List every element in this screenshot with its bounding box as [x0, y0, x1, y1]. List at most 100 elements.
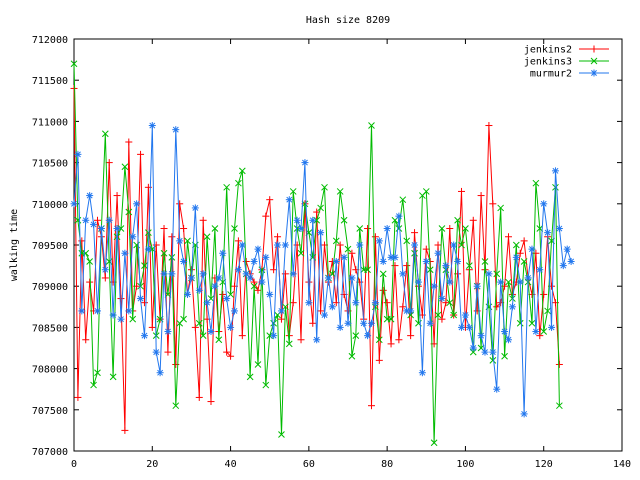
data-point-murmur2 — [340, 253, 348, 261]
data-point-murmur2 — [477, 332, 485, 340]
data-point-murmur2 — [458, 323, 466, 331]
legend-marker-jenkins3 — [590, 57, 598, 65]
data-point-jenkins2 — [254, 286, 262, 294]
data-point-murmur2 — [125, 307, 133, 315]
data-point-jenkins2 — [74, 393, 82, 401]
data-point-murmur2 — [297, 225, 305, 233]
data-point-murmur2 — [301, 159, 309, 167]
data-point-jenkins3 — [450, 311, 458, 319]
data-point-murmur2 — [266, 290, 274, 298]
data-point-murmur2 — [195, 286, 203, 294]
data-point-murmur2 — [344, 319, 352, 327]
data-point-murmur2 — [82, 216, 90, 224]
data-point-jenkins2 — [309, 319, 317, 327]
data-point-jenkins2 — [364, 225, 372, 233]
data-point-murmur2 — [156, 369, 164, 377]
data-point-jenkins3 — [203, 233, 211, 241]
data-point-jenkins2 — [277, 315, 285, 323]
data-point-jenkins3 — [94, 369, 101, 377]
data-point-jenkins2 — [281, 270, 289, 278]
data-point-murmur2 — [383, 225, 391, 233]
data-point-murmur2 — [426, 319, 434, 327]
data-point-jenkins2 — [195, 393, 203, 401]
data-point-murmur2 — [352, 299, 360, 307]
data-point-jenkins2 — [199, 216, 207, 224]
data-point-murmur2 — [168, 270, 176, 278]
data-point-murmur2 — [516, 278, 524, 286]
data-point-jenkins3 — [297, 249, 305, 257]
data-point-jenkins2 — [117, 295, 125, 303]
data-point-jenkins3 — [509, 295, 516, 302]
data-point-murmur2 — [207, 328, 215, 336]
data-point-murmur2 — [563, 245, 571, 253]
data-point-murmur2 — [262, 253, 270, 261]
data-point-jenkins2 — [78, 237, 86, 245]
data-point-jenkins2 — [82, 336, 90, 344]
data-point-murmur2 — [501, 328, 509, 336]
data-point-jenkins3 — [141, 262, 148, 269]
data-point-murmur2 — [465, 323, 473, 331]
legend-marker-murmur2 — [590, 69, 598, 77]
data-point-jenkins3 — [340, 216, 348, 224]
data-point-jenkins2 — [395, 336, 403, 344]
data-point-jenkins2 — [536, 332, 544, 340]
data-point-jenkins3 — [199, 332, 207, 339]
data-point-murmur2 — [567, 257, 575, 265]
data-point-jenkins2 — [168, 233, 176, 241]
data-point-murmur2 — [399, 270, 407, 278]
data-point-murmur2 — [489, 348, 497, 356]
data-point-jenkins2 — [540, 290, 548, 298]
data-point-murmur2 — [544, 229, 552, 237]
y-tick-label: 711000 — [32, 117, 68, 128]
data-point-murmur2 — [473, 282, 481, 290]
data-point-murmur2 — [160, 270, 168, 278]
data-point-murmur2 — [356, 241, 364, 249]
series-line-jenkins3 — [73, 63, 560, 443]
x-tick-label: 40 — [225, 459, 237, 470]
data-point-jenkins3 — [285, 340, 293, 348]
data-point-jenkins2 — [504, 233, 512, 241]
data-point-jenkins2 — [160, 225, 168, 233]
x-tick-label: 20 — [146, 459, 158, 470]
data-point-jenkins3 — [368, 122, 375, 129]
data-point-murmur2 — [411, 241, 419, 249]
data-point-jenkins2 — [289, 299, 297, 307]
x-tick-label: 80 — [381, 459, 393, 470]
data-point-murmur2 — [277, 307, 285, 315]
data-point-jenkins2 — [176, 200, 184, 208]
data-point-jenkins3 — [289, 188, 297, 195]
data-point-murmur2 — [336, 323, 344, 331]
data-point-murmur2 — [469, 344, 477, 352]
data-point-jenkins3 — [481, 258, 489, 265]
series-line-murmur2 — [73, 125, 572, 414]
data-point-murmur2 — [137, 295, 145, 303]
data-point-murmur2 — [86, 192, 94, 200]
data-point-jenkins3 — [125, 208, 133, 216]
data-point-jenkins2 — [125, 138, 133, 146]
data-point-jenkins3 — [356, 225, 364, 232]
data-point-murmur2 — [191, 204, 199, 212]
data-point-murmur2 — [184, 290, 192, 298]
data-point-jenkins3 — [86, 258, 94, 265]
data-point-jenkins3 — [172, 402, 180, 410]
data-point-jenkins2 — [407, 332, 415, 340]
data-point-jenkins2 — [180, 225, 188, 233]
data-point-jenkins2 — [262, 212, 270, 220]
data-point-jenkins3 — [109, 373, 117, 381]
data-point-murmur2 — [121, 249, 129, 257]
data-point-jenkins3 — [403, 237, 411, 245]
data-point-murmur2 — [407, 307, 415, 315]
legend-marker-jenkins2 — [590, 45, 598, 53]
data-point-jenkins2 — [336, 241, 344, 249]
data-point-jenkins2 — [274, 233, 282, 241]
data-point-jenkins3 — [223, 183, 231, 191]
data-point-jenkins2 — [379, 286, 387, 294]
y-tick-label: 709000 — [32, 282, 68, 293]
data-point-jenkins3 — [332, 237, 340, 245]
data-point-jenkins2 — [422, 245, 430, 253]
data-point-murmur2 — [313, 336, 321, 344]
data-point-murmur2 — [360, 319, 368, 327]
data-point-jenkins2 — [86, 278, 94, 286]
data-point-murmur2 — [227, 323, 235, 331]
